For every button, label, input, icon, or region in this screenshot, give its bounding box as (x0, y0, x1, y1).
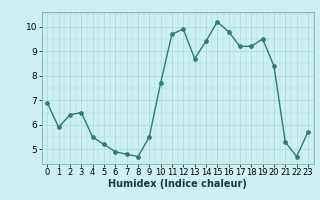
X-axis label: Humidex (Indice chaleur): Humidex (Indice chaleur) (108, 179, 247, 189)
